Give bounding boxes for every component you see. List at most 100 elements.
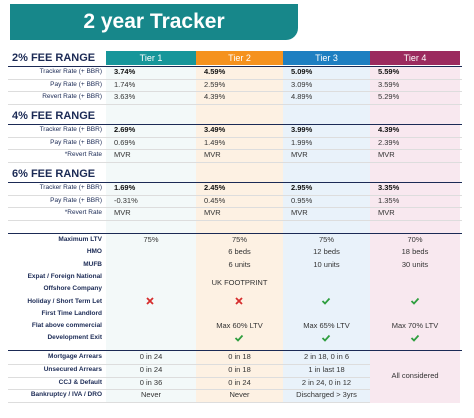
criteria-cell: 70%	[407, 235, 423, 244]
row-rule	[8, 402, 370, 404]
criteria-cell: Max 70% LTV	[391, 321, 439, 331]
criteria-cell: 30 units	[401, 259, 429, 269]
rate-cell: MVR	[114, 150, 131, 159]
rate-cell: 3.99%	[291, 125, 313, 134]
uk-footprint: UK FOOTPRINT	[211, 278, 268, 288]
tier-3-strip	[283, 66, 370, 403]
row-label: Tracker Rate (+ BBR)	[39, 184, 102, 191]
rate-cell: 3.49%	[204, 125, 226, 134]
check-icon	[321, 297, 331, 305]
rate-cell: MVR	[204, 208, 221, 217]
row-rule	[8, 78, 462, 80]
rate-cell: 2.59%	[204, 79, 226, 89]
criteria-cell: 12 beds	[313, 247, 340, 257]
row-label: Unsecured Arrears	[43, 365, 102, 373]
row-label: Revert Rate (+ BBR)	[42, 93, 102, 100]
row-label: Bankruptcy / IVA / DRO	[30, 391, 102, 399]
row-label: Development Exit	[47, 334, 102, 342]
row-label: Tracker Rate (+ BBR)	[39, 126, 102, 133]
rate-cell: 1.69%	[114, 183, 136, 192]
arrears-cell: 0 in 18	[228, 364, 251, 374]
row-label: CCJ & Default	[58, 378, 102, 386]
row-label: Flat above commercial	[31, 322, 102, 330]
tier-2-strip	[196, 66, 283, 403]
row-rule	[8, 194, 462, 196]
rate-cell: MVR	[378, 150, 395, 159]
section-title: 6% FEE RANGE	[12, 168, 96, 180]
section-rule	[8, 66, 462, 67]
row-label: HMO	[86, 248, 102, 256]
tier-header: Tier 2	[196, 51, 283, 65]
arrears-cell: Discharged > 3yrs	[296, 390, 357, 400]
row-label: *Revert Rate	[64, 209, 102, 216]
rate-cell: 4.39%	[378, 125, 400, 134]
arrears-cell: Never	[229, 390, 250, 400]
criteria-cell: 10 units	[313, 259, 340, 269]
rate-cell: MVR	[204, 150, 221, 159]
cross-icon	[235, 297, 243, 305]
section-title: 4% FEE RANGE	[12, 110, 96, 122]
arrears-cell: Never	[140, 390, 161, 400]
row-rule	[8, 219, 462, 221]
check-icon	[410, 334, 420, 342]
tier-header: Tier 4	[370, 51, 460, 65]
row-rule	[8, 207, 462, 208]
section-rule	[8, 182, 462, 183]
arrears-cell: 0 in 18	[228, 352, 251, 361]
row-rule	[8, 103, 462, 105]
tier-1-strip	[106, 66, 196, 403]
row-rule	[8, 136, 462, 138]
rate-cell: MVR	[114, 208, 131, 217]
rate-cell: 5.59%	[378, 67, 400, 76]
arrears-cell: 0 in 24	[228, 377, 251, 387]
rate-cell: 2.69%	[114, 125, 136, 134]
rate-cell: 0.95%	[291, 195, 313, 205]
row-label: *Revert Rate	[64, 151, 102, 158]
rate-cell: 2.95%	[291, 183, 313, 192]
tier-header: Tier 3	[283, 51, 370, 65]
rate-cell: 5.29%	[378, 92, 400, 101]
rate-cell: MVR	[291, 150, 308, 159]
criteria-cell: Max 65% LTV	[303, 321, 350, 331]
criteria-cell: 75%	[143, 235, 159, 244]
check-icon	[410, 297, 420, 305]
section-rule	[8, 350, 462, 351]
cross-icon	[146, 297, 154, 305]
rate-cell: 1.35%	[378, 195, 400, 205]
rate-cell: 5.09%	[291, 67, 313, 76]
criteria-cell: 6 beds	[228, 247, 251, 257]
row-rule	[8, 161, 462, 163]
section-rule	[8, 233, 462, 234]
rate-cell: 4.59%	[204, 67, 226, 76]
rate-cell: 1.49%	[204, 137, 226, 147]
all-considered: All considered	[391, 371, 439, 381]
row-label: Holiday / Short Term Let	[27, 297, 102, 305]
row-label: Pay Rate (+ BBR)	[50, 138, 102, 146]
rate-cell: 2.39%	[378, 137, 400, 147]
criteria-cell: 6 units	[228, 259, 251, 269]
criteria-cell: 18 beds	[401, 247, 429, 257]
row-label: Mortgage Arrears	[48, 353, 102, 360]
row-label: Pay Rate (+ BBR)	[50, 196, 102, 204]
rate-cell: 4.89%	[291, 92, 313, 101]
rate-cell: 3.09%	[291, 79, 313, 89]
arrears-cell: 2 in 24, 0 in 12	[301, 377, 352, 387]
row-label: Maximum LTV	[58, 236, 102, 243]
row-label: Offshore Company	[43, 285, 102, 293]
row-label: Expat / Foreign National	[27, 272, 102, 280]
arrears-cell: 1 in last 18	[308, 364, 345, 374]
rate-cell: 1.74%	[114, 79, 136, 89]
arrears-cell: 2 in 18, 0 in 6	[303, 352, 350, 361]
rate-cell: 3.74%	[114, 67, 136, 76]
section-rule	[8, 124, 462, 125]
row-rule	[8, 389, 370, 391]
check-icon	[321, 334, 331, 342]
row-rule	[8, 363, 370, 365]
row-label: MUFB	[83, 260, 102, 268]
criteria-cell: 75%	[231, 235, 247, 244]
rate-cell: -0.31%	[114, 195, 138, 205]
criteria-cell: 75%	[318, 235, 334, 244]
title-banner: 2 year Tracker	[10, 4, 298, 40]
check-icon	[234, 334, 244, 342]
